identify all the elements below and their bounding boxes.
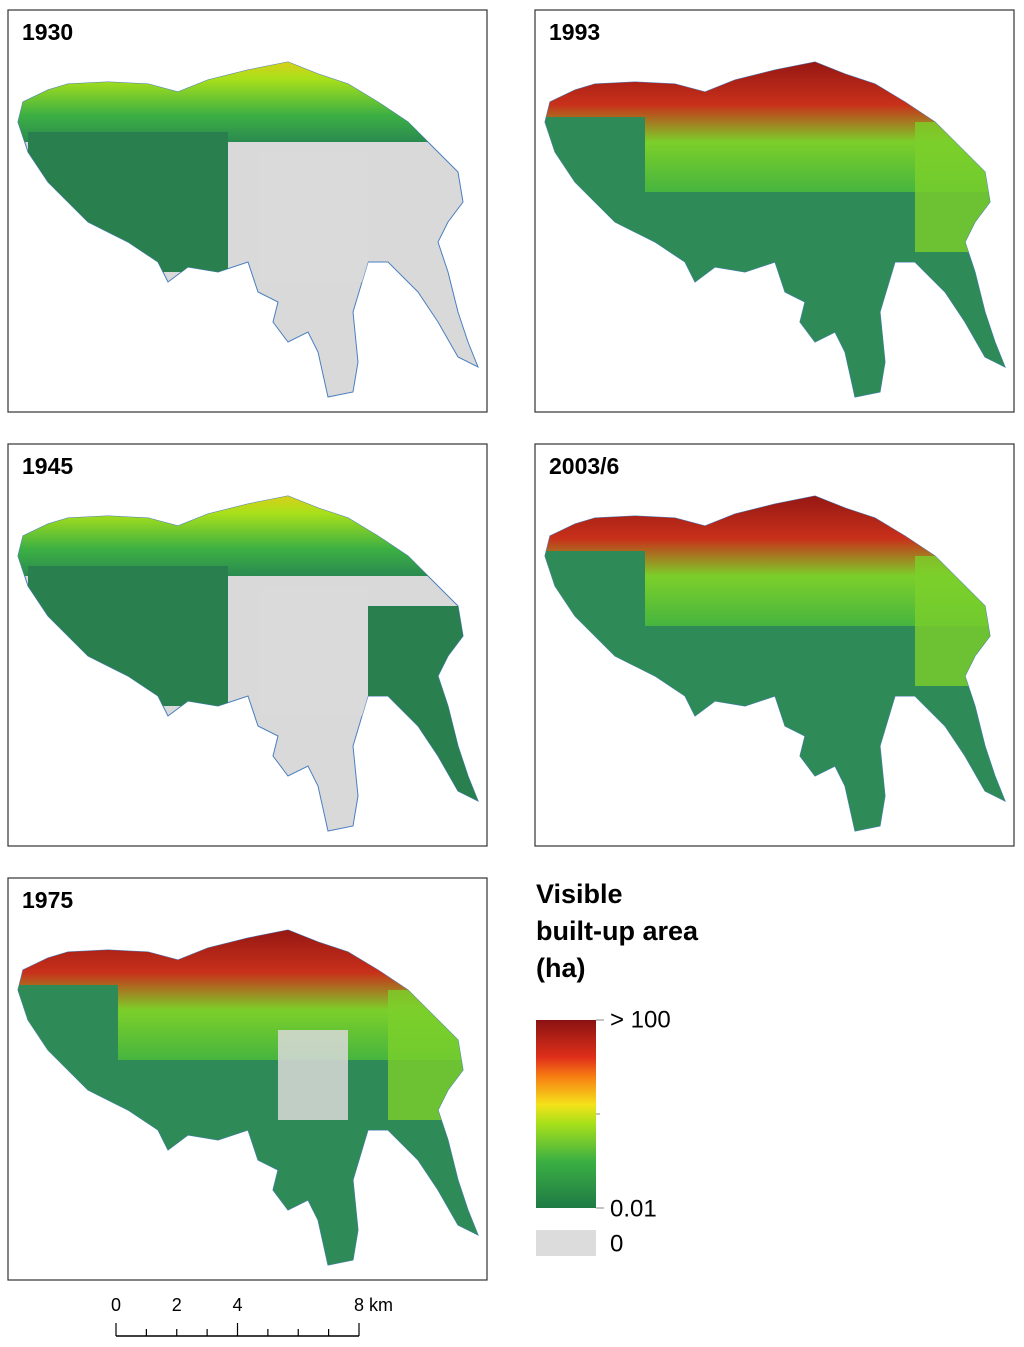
scale-label: 4 bbox=[233, 1295, 243, 1315]
legend-zero-swatch bbox=[536, 1230, 596, 1256]
legend-label: 0.01 bbox=[610, 1195, 657, 1222]
legend-color-ramp bbox=[536, 1020, 596, 1208]
no-visibility bbox=[258, 152, 368, 282]
legend-label: 0 bbox=[610, 1230, 623, 1257]
map-panel: 1930 bbox=[7, 9, 488, 413]
no-visibility bbox=[258, 586, 368, 716]
legend-title: built-up area bbox=[536, 916, 699, 946]
scale-label: 0 bbox=[111, 1295, 121, 1315]
map-panel: 1945 bbox=[7, 443, 488, 847]
panel-label: 1975 bbox=[22, 887, 73, 913]
scale-bar: 0 2 4 8 km bbox=[111, 1295, 393, 1337]
scale-label: 8 km bbox=[354, 1295, 393, 1315]
legend-title: (ha) bbox=[536, 953, 586, 983]
scale-label: 2 bbox=[172, 1295, 182, 1315]
panel-label: 1993 bbox=[549, 19, 600, 45]
legend-label: > 100 bbox=[610, 1006, 671, 1033]
map-panel: 1975 bbox=[7, 877, 488, 1281]
map-panels: 1930 1993 1945 2003/6 1975 bbox=[7, 9, 1015, 1281]
panel-label: 1945 bbox=[22, 453, 73, 479]
panel-label: 2003/6 bbox=[549, 453, 619, 479]
legend: Visible built-up area (ha) > 100 0.01 0 bbox=[536, 879, 699, 1257]
no-visibility bbox=[278, 1030, 348, 1120]
map-panel: 2003/6 bbox=[534, 443, 1015, 847]
map-panel: 1993 bbox=[534, 9, 1015, 413]
panel-label: 1930 bbox=[22, 19, 73, 45]
legend-title: Visible bbox=[536, 879, 623, 909]
